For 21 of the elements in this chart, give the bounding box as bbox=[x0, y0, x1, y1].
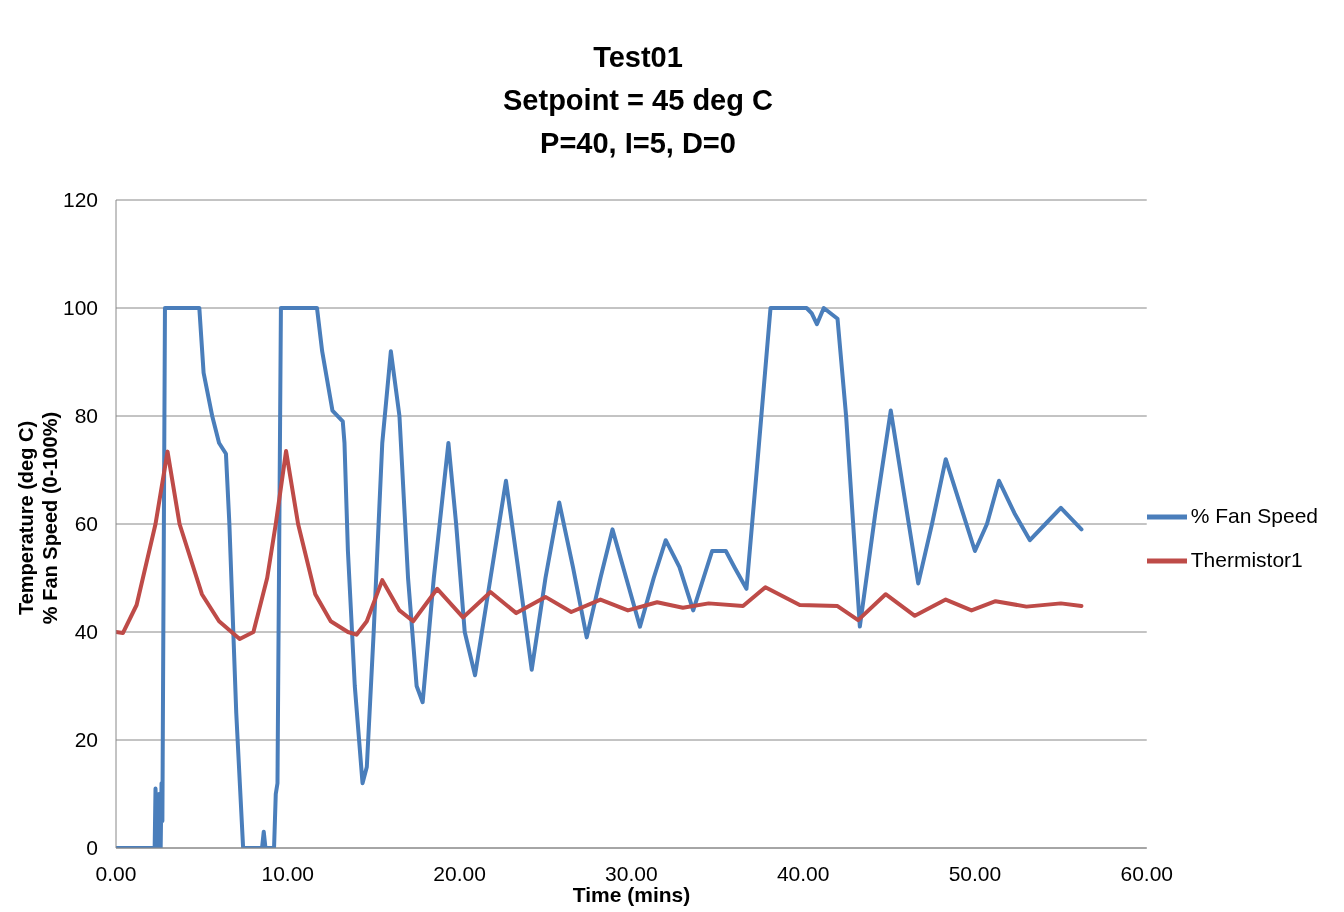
y-tick-label: 120 bbox=[62, 188, 98, 212]
y-tick-label: 80 bbox=[74, 404, 98, 428]
x-tick-label: 40.00 bbox=[776, 861, 830, 885]
legend-label: Thermistor1 bbox=[1190, 548, 1303, 571]
y-tick-label: 0 bbox=[86, 836, 98, 860]
x-tick-label: 30.00 bbox=[605, 861, 658, 885]
x-tick-label: 20.00 bbox=[433, 861, 486, 885]
chart-title: Test01 Setpoint = 45 deg C P=40, I=5, D=0 bbox=[502, 40, 774, 161]
y-tick-label: 100 bbox=[62, 296, 98, 320]
line-series bbox=[116, 306, 1084, 848]
y-tick-label: 40 bbox=[74, 620, 98, 644]
legend-label: % Fan Speed bbox=[1190, 504, 1318, 527]
y-tick-label: 20 bbox=[74, 728, 98, 752]
line-series bbox=[116, 449, 1084, 642]
x-tick-label: 10.00 bbox=[261, 861, 315, 885]
x-axis-title: Time (mins) bbox=[571, 883, 692, 907]
y-tick-label: 60 bbox=[74, 512, 98, 536]
x-tick-label: 60.00 bbox=[1120, 861, 1174, 885]
x-tick-label: 0.00 bbox=[95, 861, 137, 885]
x-tick-label: 50.00 bbox=[948, 861, 1002, 885]
y-axis-title: Temperature (deg C) % Fan Speed (0-100%) bbox=[14, 411, 62, 625]
